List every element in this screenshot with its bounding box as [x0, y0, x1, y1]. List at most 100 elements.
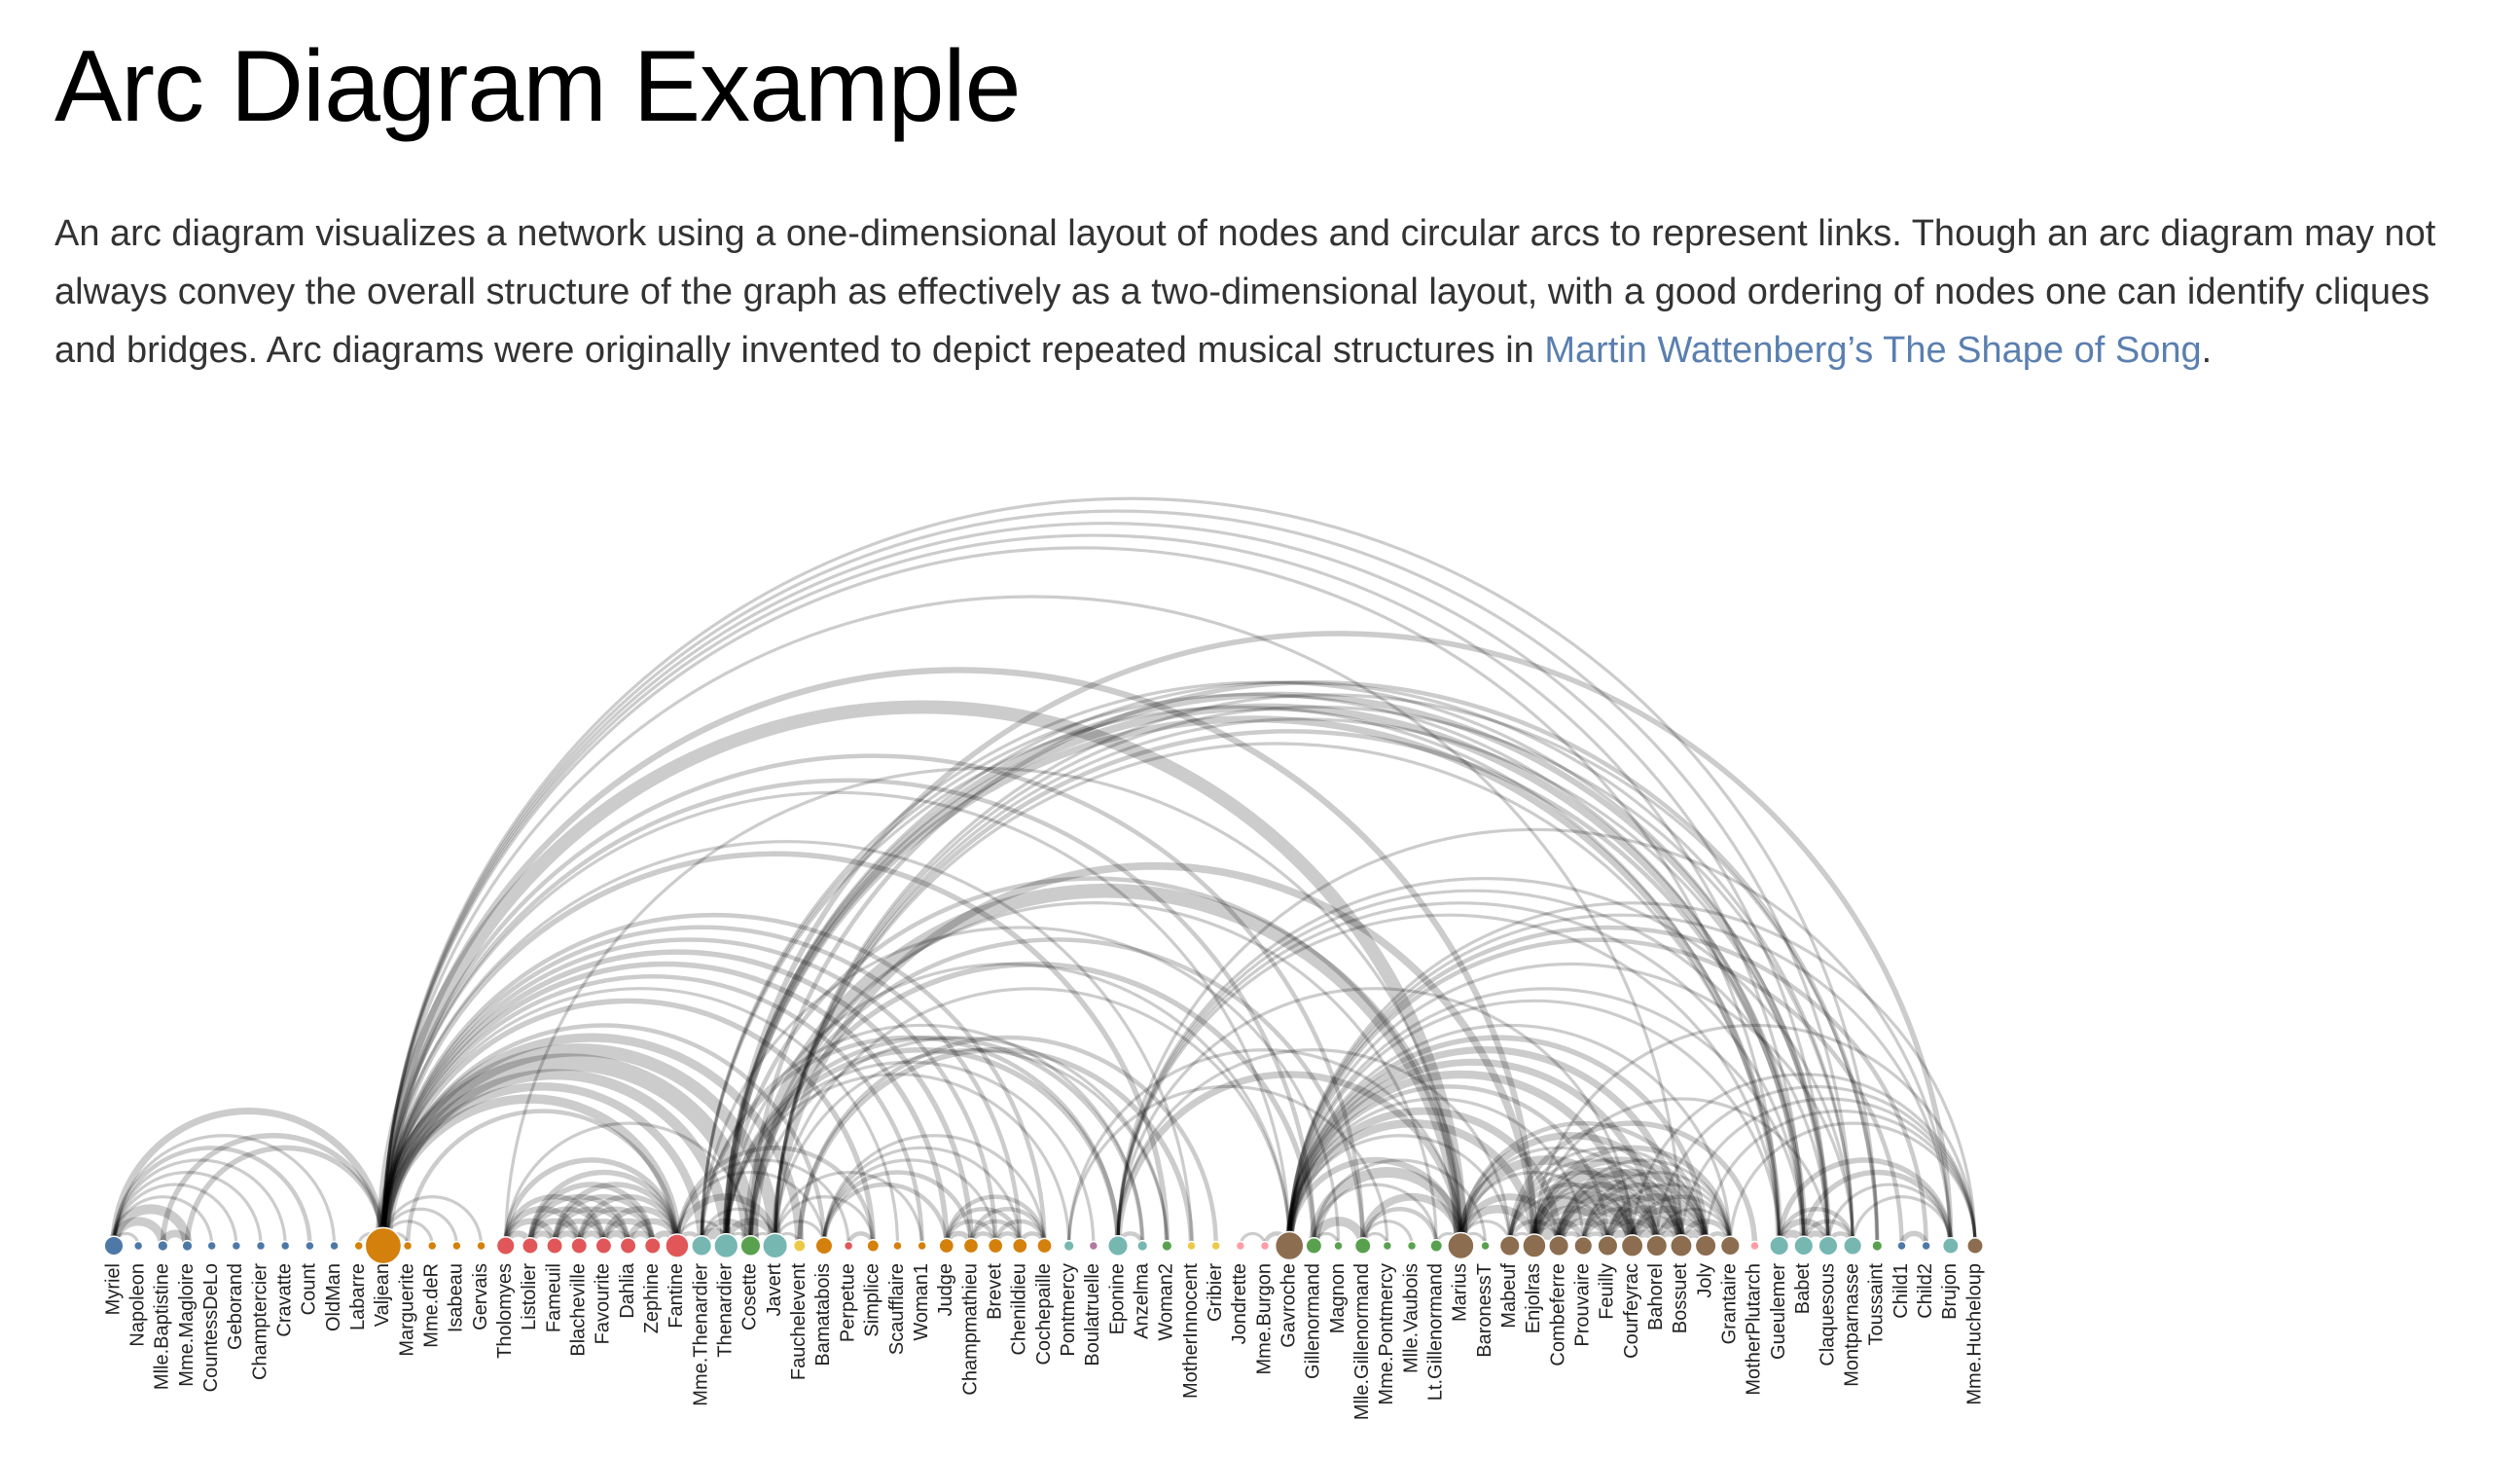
- node-Gervais[interactable]: [476, 1240, 486, 1252]
- node-Enjolras[interactable]: [1522, 1233, 1547, 1258]
- node-MotherInnocent[interactable]: [1186, 1240, 1197, 1252]
- arc-Zephine-Fameuil: [552, 1194, 656, 1247]
- node-Champtercier[interactable]: [255, 1240, 267, 1252]
- node-CountessDeLo[interactable]: [206, 1240, 217, 1252]
- node-Toussaint[interactable]: [1871, 1239, 1884, 1253]
- node-Cosette[interactable]: [739, 1234, 762, 1257]
- node-Magnon[interactable]: [1333, 1240, 1344, 1252]
- arc-Grantaire-Prouvaire: [1581, 1170, 1732, 1247]
- node-Cravatte[interactable]: [279, 1240, 291, 1252]
- node-Combeferre[interactable]: [1548, 1234, 1570, 1257]
- node-Judge[interactable]: [938, 1237, 955, 1255]
- node-Isabeau[interactable]: [451, 1240, 462, 1252]
- node-Babet[interactable]: [1793, 1235, 1815, 1257]
- node-BaronessT[interactable]: [1480, 1240, 1491, 1252]
- node-Woman2[interactable]: [1161, 1239, 1173, 1253]
- node-Mlle.Gillenormand[interactable]: [1353, 1237, 1372, 1255]
- arc-Mme.Hucheloup-Enjolras: [1532, 1023, 1977, 1247]
- node-Grantaire[interactable]: [1719, 1235, 1741, 1257]
- node-Mme.Burgon[interactable]: [1259, 1240, 1271, 1252]
- node-Joly[interactable]: [1694, 1234, 1717, 1257]
- node-Marguerite[interactable]: [402, 1240, 414, 1252]
- arc-Joly-Feuilly: [1603, 1193, 1710, 1247]
- node-Claquesous[interactable]: [1818, 1235, 1839, 1257]
- node-Scaufflaire[interactable]: [892, 1240, 903, 1252]
- node-Zephine[interactable]: [643, 1237, 662, 1255]
- node-Blacheville[interactable]: [570, 1237, 589, 1255]
- node-Simplice[interactable]: [866, 1239, 881, 1253]
- node-Listolier[interactable]: [521, 1237, 539, 1255]
- arc-Toussaint-Javert: [774, 693, 1879, 1247]
- node-Jondrette[interactable]: [1235, 1240, 1246, 1252]
- node-Brujon[interactable]: [1941, 1237, 1960, 1255]
- node-Mabeuf[interactable]: [1498, 1234, 1521, 1257]
- node-Fantine[interactable]: [665, 1233, 690, 1258]
- node-Mme.Hucheloup[interactable]: [1966, 1237, 1984, 1255]
- node-Gillenormand[interactable]: [1305, 1237, 1323, 1255]
- node-Mlle.Baptistine[interactable]: [157, 1239, 169, 1253]
- node-Champmathieu[interactable]: [962, 1237, 980, 1255]
- nodes-layer: [103, 1226, 1984, 1265]
- node-Mme.Thenardier[interactable]: [691, 1234, 713, 1257]
- arcs-layer: [108, 496, 1977, 1247]
- arc-Champmathieu-Bamatabois: [821, 1170, 974, 1247]
- node-Favourite[interactable]: [594, 1237, 613, 1255]
- node-Geborand[interactable]: [231, 1240, 242, 1252]
- node-Labarre[interactable]: [353, 1240, 364, 1252]
- node-Chenildieu[interactable]: [1011, 1237, 1028, 1255]
- arc-Gribier-Fauchelevent: [797, 1035, 1218, 1247]
- node-MotherPlutarch[interactable]: [1749, 1240, 1760, 1252]
- node-label-Mlle.Gillenormand: Mlle.Gillenormand: [1351, 1263, 1373, 1420]
- node-label-Judge: Judge: [935, 1263, 956, 1317]
- arc-Mme.Hucheloup-Bahorel: [1655, 1085, 1977, 1247]
- node-Tholomyes[interactable]: [495, 1235, 516, 1257]
- node-Gueulemer[interactable]: [1769, 1235, 1790, 1257]
- node-Boulatruelle[interactable]: [1088, 1240, 1099, 1252]
- node-Lt.Gillenormand[interactable]: [1429, 1239, 1444, 1253]
- arc-Mme.Hucheloup-Courfeyrac: [1631, 1074, 1977, 1247]
- node-Mme.deR[interactable]: [426, 1240, 438, 1252]
- arc-Bossuet-Marius: [1457, 1132, 1685, 1247]
- node-Mme.Magloire[interactable]: [181, 1239, 194, 1253]
- node-Child1[interactable]: [1896, 1240, 1907, 1252]
- node-Bamatabois[interactable]: [814, 1236, 834, 1256]
- node-Bossuet[interactable]: [1670, 1234, 1693, 1257]
- shape-of-song-link[interactable]: Martin Wattenberg’s The Shape of Song: [1544, 329, 2202, 371]
- arc-MotherInnocent-Valjean: [381, 840, 1194, 1247]
- node-Gribier[interactable]: [1210, 1240, 1221, 1252]
- node-Feuilly[interactable]: [1597, 1234, 1619, 1257]
- arc-Babet-Eponine: [1116, 901, 1806, 1247]
- arc-Prouvaire-Gavroche: [1287, 1098, 1585, 1247]
- node-Valjean[interactable]: [364, 1226, 403, 1265]
- node-Count[interactable]: [305, 1240, 315, 1252]
- node-Javert[interactable]: [762, 1232, 789, 1259]
- node-Pontmercy[interactable]: [1062, 1239, 1075, 1253]
- node-label-Prouvaire: Prouvaire: [1572, 1263, 1594, 1347]
- node-Dahlia[interactable]: [619, 1237, 637, 1255]
- node-Fameuil[interactable]: [546, 1237, 564, 1255]
- node-Napoleon[interactable]: [132, 1240, 144, 1252]
- node-Prouvaire[interactable]: [1573, 1235, 1594, 1257]
- node-Gavroche[interactable]: [1274, 1230, 1305, 1261]
- node-label-Champtercier: Champtercier: [249, 1263, 270, 1380]
- node-OldMan[interactable]: [329, 1240, 340, 1252]
- node-Cochepaille[interactable]: [1036, 1237, 1053, 1255]
- node-Brevet[interactable]: [987, 1237, 1004, 1255]
- node-Anzelma[interactable]: [1136, 1239, 1149, 1253]
- node-Child2[interactable]: [1921, 1240, 1931, 1252]
- node-Mme.Pontmercy[interactable]: [1382, 1240, 1393, 1252]
- node-Mlle.Vaubois[interactable]: [1406, 1240, 1418, 1252]
- node-label-Toussaint: Toussaint: [1866, 1263, 1888, 1346]
- node-Courfeyrac[interactable]: [1620, 1234, 1644, 1257]
- node-Bahorel[interactable]: [1645, 1234, 1669, 1257]
- node-Myriel[interactable]: [103, 1235, 125, 1257]
- node-Thenardier[interactable]: [713, 1232, 739, 1259]
- node-Montparnasse[interactable]: [1843, 1235, 1863, 1257]
- node-label-Valjean: Valjean: [372, 1263, 393, 1327]
- arc-Joly-Mabeuf: [1508, 1146, 1708, 1247]
- node-Fauchelevent[interactable]: [792, 1239, 807, 1253]
- node-Perpetue[interactable]: [843, 1240, 854, 1252]
- node-Eponine[interactable]: [1106, 1234, 1130, 1257]
- node-Woman1[interactable]: [917, 1240, 927, 1252]
- node-Marius[interactable]: [1447, 1231, 1475, 1260]
